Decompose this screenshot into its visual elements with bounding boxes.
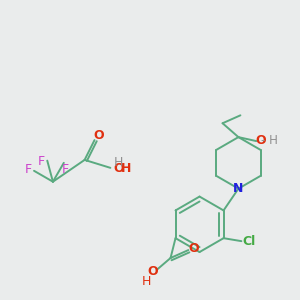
Text: O: O: [255, 134, 266, 147]
Text: F: F: [38, 155, 45, 168]
Text: N: N: [233, 182, 244, 195]
Text: O: O: [113, 162, 124, 175]
Text: Cl: Cl: [243, 235, 256, 248]
Text: H: H: [142, 275, 152, 288]
Text: - H: - H: [261, 134, 278, 147]
Text: F: F: [62, 163, 69, 176]
Text: O: O: [93, 129, 104, 142]
Text: F: F: [25, 163, 32, 176]
Text: O: O: [147, 266, 158, 278]
Text: H: H: [114, 156, 123, 170]
Text: H: H: [121, 162, 131, 175]
Text: O: O: [188, 242, 199, 255]
